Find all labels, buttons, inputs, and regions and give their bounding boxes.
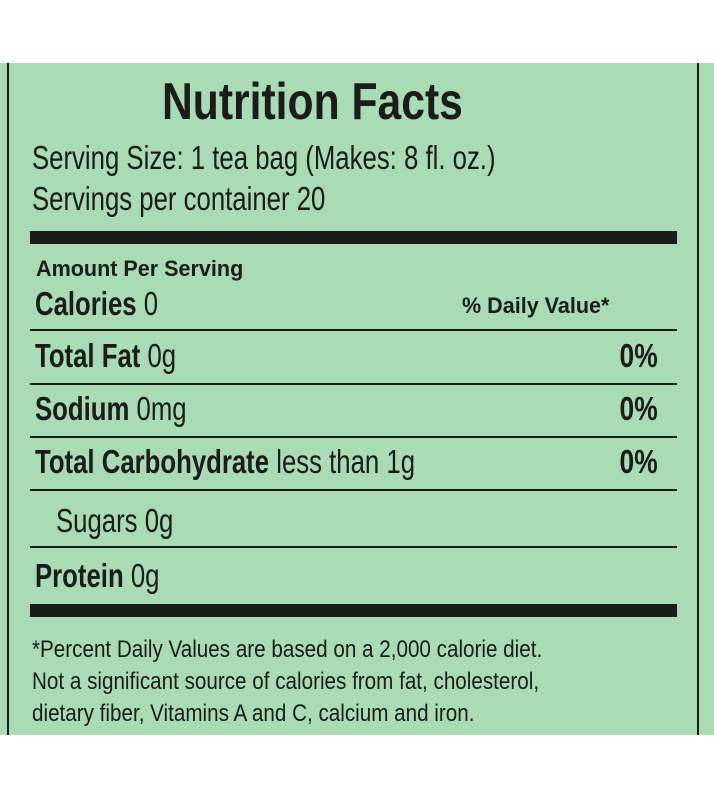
label-title: Nutrition Facts <box>162 73 463 131</box>
nutrient-row-total-fat: Total Fat 0g <box>35 337 176 375</box>
row-divider <box>30 489 677 491</box>
nutrient-name: Total Fat <box>35 337 141 374</box>
nutrient-name: Sugars <box>56 502 138 539</box>
row-divider <box>30 383 677 385</box>
nutrient-amount: 0mg <box>136 390 187 427</box>
left-border <box>7 63 9 735</box>
footnote-line: dietary fiber, Vitamins A and C, calcium… <box>32 700 475 727</box>
nutrient-dv: 0% <box>619 390 658 427</box>
nutrient-name: Sodium <box>35 390 130 427</box>
footnote-line: *Percent Daily Values are based on a 2,0… <box>32 636 543 663</box>
row-divider <box>30 329 677 331</box>
amount-per-serving: Amount Per Serving <box>36 256 244 281</box>
thick-divider <box>30 231 677 244</box>
calories-row: Calories 0 <box>35 285 158 323</box>
calories-label: Calories <box>35 285 137 322</box>
nutrient-amount: 0g <box>147 337 177 374</box>
nutrient-name: Total Carbohydrate <box>35 443 270 480</box>
nutrient-row-sugars: Sugars 0g <box>56 502 173 540</box>
nutrient-dv: 0% <box>619 443 658 480</box>
thick-divider <box>30 604 677 617</box>
nutrient-amount: 0g <box>130 557 160 594</box>
nutrient-amount: 0g <box>144 502 174 539</box>
daily-value-header: % Daily Value* <box>462 293 610 318</box>
footnote-line: Not a significant source of calories fro… <box>32 668 540 695</box>
serving-size: Serving Size: 1 tea bag (Makes: 8 fl. oz… <box>32 139 496 176</box>
nutrient-row-sodium: Sodium 0mg <box>35 390 187 428</box>
row-divider <box>30 436 677 438</box>
right-border <box>697 63 699 735</box>
calories-value: 0 <box>143 285 159 322</box>
nutrient-amount: less than 1g <box>276 443 416 480</box>
nutrient-dv: 0% <box>619 337 658 374</box>
nutrition-label-panel <box>0 63 714 735</box>
nutrient-name: Protein <box>35 557 124 594</box>
servings-per-container: Servings per container 20 <box>32 180 326 217</box>
nutrient-row-total-carbohydrate: Total Carbohydrate less than 1g <box>35 443 415 481</box>
nutrient-row-protein: Protein 0g <box>35 557 159 595</box>
row-divider <box>30 546 677 548</box>
